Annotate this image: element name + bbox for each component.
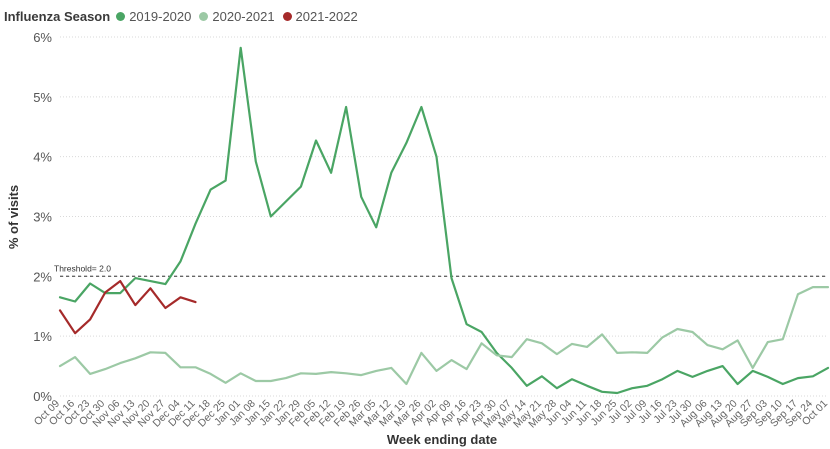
y-tick-label: 4% <box>33 150 52 165</box>
y-axis-title: % of visits <box>6 185 21 249</box>
legend-swatch-2020-2021 <box>199 11 209 21</box>
threshold-label: Threshold= 2.0 <box>54 263 111 273</box>
y-tick-label: 1% <box>33 329 52 344</box>
legend-title: Influenza Season <box>4 8 111 24</box>
legend-label-2020-2021: 2020-2021 <box>212 8 275 24</box>
legend-item-2019-2020[interactable]: 2019-2020 <box>116 9 191 24</box>
y-tick-label: 3% <box>33 210 52 225</box>
legend-label-2021-2022: 2021-2022 <box>295 8 358 24</box>
y-tick-label: 0% <box>33 389 52 404</box>
legend-swatch-2019-2020 <box>116 11 126 21</box>
y-tick-label: 2% <box>33 269 52 284</box>
legend: Influenza Season 2019-2020 2020-2021 202… <box>4 6 366 26</box>
legend-item-2021-2022[interactable]: 2021-2022 <box>282 8 358 24</box>
series-line-2020-2021 <box>58 286 830 386</box>
y-tick-label: 5% <box>33 90 52 105</box>
x-axis-title: Week ending date <box>387 432 497 447</box>
legend-item-2020-2021[interactable]: 2020-2021 <box>199 8 275 24</box>
legend-swatch-2021-2022 <box>282 11 292 21</box>
legend-label-2019-2020: 2019-2020 <box>129 8 192 24</box>
series-line-2019-2020 <box>58 46 830 395</box>
y-tick-label: 6% <box>33 30 52 45</box>
series-line-2021-2022 <box>58 280 197 335</box>
